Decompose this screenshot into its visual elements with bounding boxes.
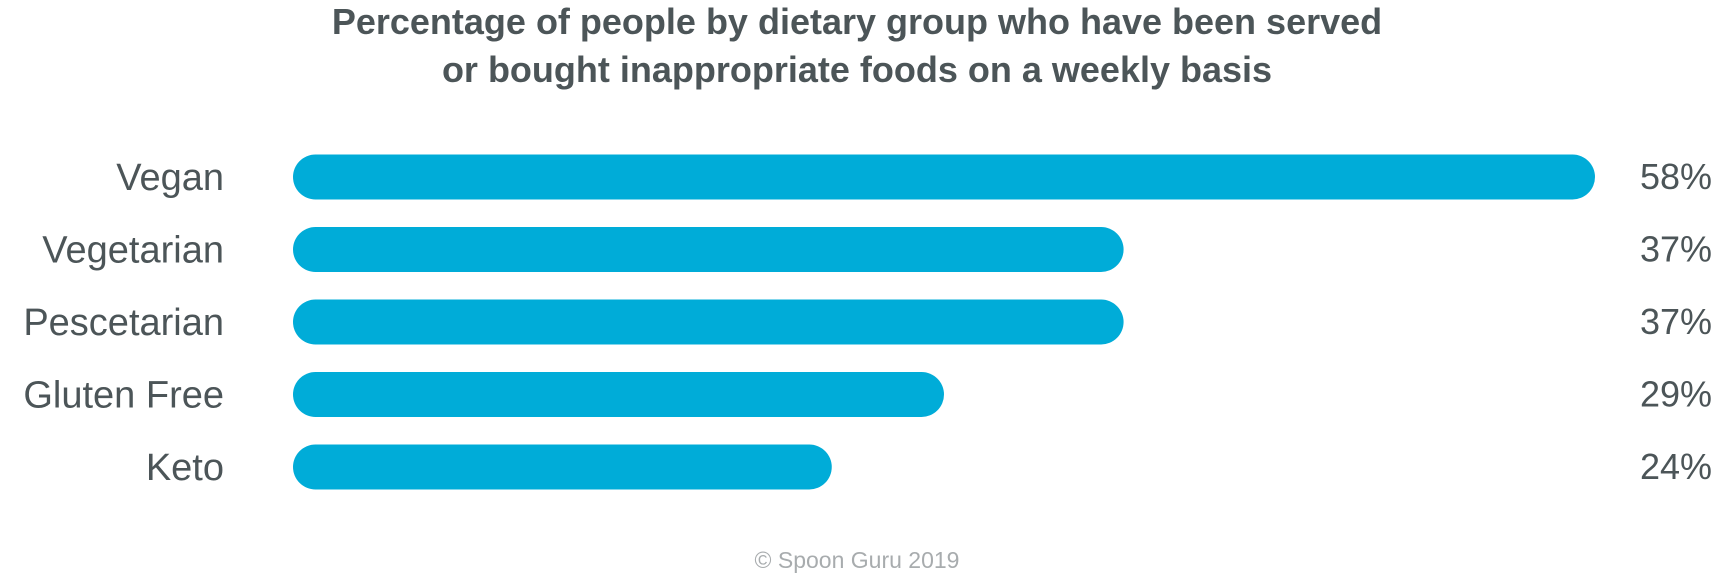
category-label: Gluten Free xyxy=(23,375,224,417)
bar xyxy=(293,372,944,417)
bar xyxy=(293,227,1124,272)
category-label: Pescetarian xyxy=(23,302,224,344)
bar-row: Gluten Free 29% xyxy=(23,372,1712,417)
bar-row: Pescetarian 37% xyxy=(23,299,1712,345)
bar-row: Vegetarian 37% xyxy=(42,227,1712,272)
category-label: Vegan xyxy=(116,157,224,199)
bar xyxy=(293,444,832,490)
bar-row: Vegan 58% xyxy=(116,154,1712,200)
bar-row: Keto 24% xyxy=(146,444,1712,490)
chart-title-line-1: Percentage of people by dietary group wh… xyxy=(332,1,1382,42)
value-label: 24% xyxy=(1640,446,1712,487)
value-label: 58% xyxy=(1640,156,1712,197)
copyright-footer: © Spoon Guru 2019 xyxy=(755,547,960,573)
value-label: 37% xyxy=(1640,229,1712,270)
value-label: 37% xyxy=(1640,301,1712,342)
chart-title: Percentage of people by dietary group wh… xyxy=(332,1,1382,90)
bar xyxy=(293,154,1595,200)
chart-title-line-2: or bought inappropriate foods on a weekl… xyxy=(442,49,1272,90)
category-label: Vegetarian xyxy=(42,230,224,272)
category-label: Keto xyxy=(146,447,224,489)
bar xyxy=(293,299,1124,345)
bars-group: Vegan 58% Vegetarian 37% Pescetarian 37% Glute… xyxy=(23,154,1712,490)
value-label: 29% xyxy=(1640,374,1712,415)
